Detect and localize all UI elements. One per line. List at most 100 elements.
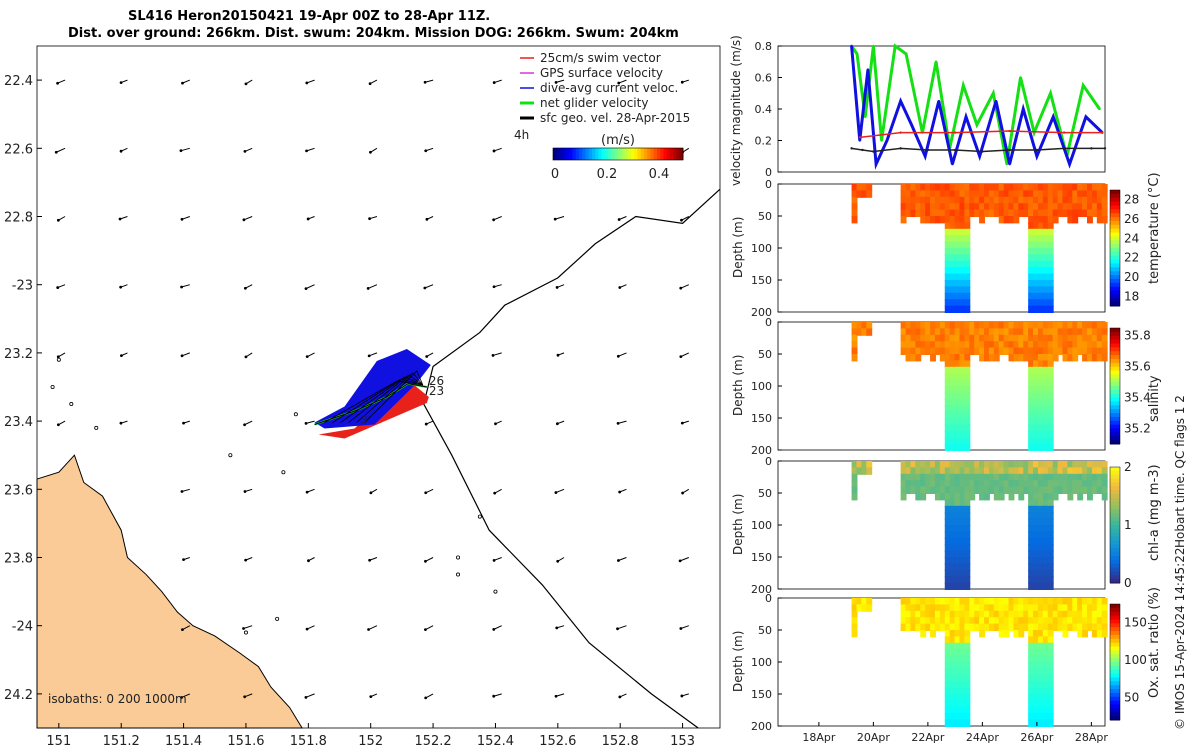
heatmap-cell-0 [1028, 190, 1035, 198]
heatmap-cell-1 [1008, 328, 1015, 336]
velocity-point [923, 155, 927, 158]
heatmap-cell-0 [905, 209, 912, 217]
heatmap-cell-2 [959, 512, 966, 520]
heatmap-cell-3 [930, 610, 936, 619]
heatmap-cell-3 [1072, 604, 1079, 612]
heatmap-cell-0 [1077, 203, 1084, 211]
heatmap-cell-3 [993, 623, 1000, 631]
heatmap-cell-3 [993, 604, 1000, 612]
heatmap-cell-1 [1008, 347, 1015, 355]
heatmap-cell-1 [993, 341, 1000, 349]
velocity-point [1084, 115, 1088, 119]
sfc-velocity-arrowhead [618, 286, 622, 289]
heatmap-ytick-label: 150 [751, 412, 772, 425]
map-ytick-label: 23.8 [4, 552, 33, 567]
colorbar-tick-label: 0 [551, 167, 559, 182]
heatmap-cell-2 [949, 582, 956, 590]
colorbar-cell [585, 148, 590, 160]
colorbar-cell [559, 148, 564, 160]
heatmap-cell-1 [964, 386, 971, 394]
heatmap-cell-0 [1037, 260, 1044, 269]
heatmap-cell-1 [925, 341, 932, 349]
heatmap-cell-2 [964, 486, 971, 494]
heatmap-cell-2 [964, 525, 971, 533]
heatmap-cell-3 [1091, 610, 1098, 619]
heatmap-cell-3 [1047, 630, 1054, 638]
heatmap-cell-3 [939, 610, 946, 619]
heatmap-cell-0 [900, 190, 907, 198]
heatmap-cell-0 [925, 203, 932, 211]
heatmap-cell-2 [964, 505, 971, 514]
glider-track-segment [356, 372, 424, 423]
sfc-velocity-arrowhead [119, 149, 123, 153]
heatmap-cell-0 [915, 184, 922, 192]
heatmap-cell-0 [1052, 216, 1059, 224]
heatmap-cell-3 [1033, 617, 1039, 625]
sfc-velocity-arrowhead [680, 218, 683, 222]
heatmap-cell-0 [1033, 267, 1039, 275]
heatmap-cell-3 [944, 604, 951, 612]
heatmap-cell-1 [964, 443, 971, 451]
heatmap-cell-3 [934, 598, 941, 606]
heatmap-ctick-label: 100 [1124, 653, 1147, 667]
heatmap-cell-0 [1028, 184, 1035, 192]
heatmap-cell-3 [964, 610, 971, 619]
heatmap-cell-1 [988, 322, 995, 330]
heatmap-cell-0 [920, 196, 927, 205]
legend-entry-2: dive-avg current veloc. [540, 81, 678, 95]
heatmap-cell-1 [1033, 360, 1039, 368]
heatmap-colorbar-cell-0 [1110, 232, 1120, 237]
sfc-velocity-arrowhead [368, 217, 371, 221]
heatmap-cell-3 [905, 604, 912, 612]
heatmap-colorbar-frame-1 [1109, 327, 1121, 445]
heatmap-cell-0 [1028, 267, 1035, 275]
colorbar-cell [631, 148, 635, 160]
heatmap-colorbar-cell-3 [1110, 658, 1120, 663]
heatmap-cell-1 [1062, 322, 1069, 330]
heatmap-cell-2 [905, 486, 912, 494]
heatmap-cell-1 [1037, 386, 1044, 394]
heatmap-cell-0 [1042, 292, 1049, 301]
velocity-series-1 [850, 45, 1104, 170]
heatmap-cell-3 [1037, 636, 1044, 644]
heatmap-cell-2 [949, 505, 956, 514]
time-xtick-label: 22Apr [911, 731, 945, 744]
heatmap-cell-3 [979, 598, 986, 606]
heatmap-cell-3 [954, 706, 961, 715]
sfc-velocity-arrowhead [120, 354, 123, 358]
heatmap-cell-1 [1033, 443, 1039, 451]
heatmap-ctick-label: 22 [1124, 251, 1139, 265]
heatmap-cell-3 [1072, 598, 1079, 606]
heatmap-cell-1 [984, 322, 990, 330]
heatmap-cell-3 [944, 713, 951, 721]
heatmap-cell-2 [900, 493, 907, 501]
heatmap-cell-2 [851, 480, 858, 488]
heatmap-colorbar-cell-2 [1110, 544, 1120, 549]
heatmap-cell-1 [1087, 354, 1093, 362]
heatmap-cell-0 [964, 196, 971, 205]
heatmap-cell-2 [949, 569, 956, 578]
map-ytick-label: 23.6 [4, 483, 33, 498]
heatmap-colorbar-cell-0 [1110, 282, 1120, 288]
heatmap-cell-2 [974, 461, 981, 469]
heatmap-cell-3 [1018, 623, 1025, 631]
heatmap-cell-1 [1087, 322, 1093, 330]
heatmap-cell-3 [984, 610, 990, 619]
heatmap-cell-2 [1082, 467, 1089, 475]
heatmap-colorbar-cell-2 [1110, 563, 1120, 569]
heatmap-cell-3 [920, 598, 927, 606]
heatmap-cell-1 [944, 328, 951, 336]
heatmap-cell-2 [1028, 544, 1035, 552]
heatmap-cell-2 [1023, 486, 1030, 494]
heatmap-cell-0 [1047, 228, 1054, 237]
heatmap-cell-1 [1037, 360, 1044, 368]
heatmap-colorbar-cell-0 [1110, 294, 1120, 299]
heatmap-cell-1 [988, 328, 995, 336]
heatmap-cell-2 [1028, 480, 1035, 488]
heatmap-cell-0 [949, 228, 956, 237]
heatmap-cell-1 [920, 328, 927, 336]
heatmap-cell-2 [1008, 480, 1015, 488]
sfc-velocity-arrowhead [243, 423, 246, 427]
heatmap-colorbar-frame-0 [1109, 189, 1121, 307]
heatmap-cell-1 [856, 328, 863, 336]
